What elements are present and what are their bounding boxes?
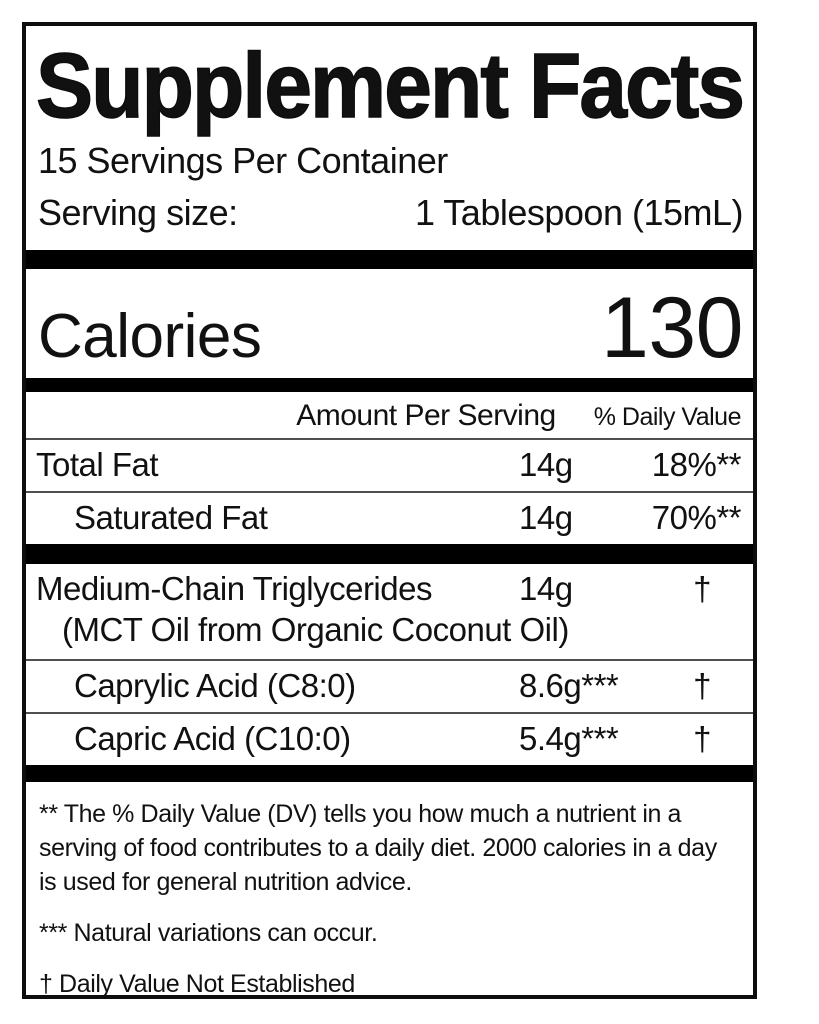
nutrient-amount: 14g: [519, 498, 573, 536]
nutrient-name: Capric Acid (C10:0): [74, 720, 351, 758]
serving-size-row: Serving size: 1 Tablespoon (15mL): [38, 191, 744, 234]
nutrient-row-mct-line1: Medium-Chain Triglycerides 14g †: [26, 569, 753, 609]
nutrient-row-saturated-fat: Saturated Fat 14g 70%**: [26, 493, 753, 544]
label-title: Supplement Facts: [35, 35, 745, 137]
nutrient-row-total-fat: Total Fat 14g 18%**: [26, 440, 753, 493]
divider-bar-thick: [26, 377, 753, 392]
nutrient-row-caprylic-acid: Caprylic Acid (C8:0) 8.6g*** †: [26, 661, 753, 715]
nutrient-amount: 14g: [519, 445, 573, 483]
nutrient-name: Caprylic Acid (C8:0): [74, 667, 356, 705]
supplement-facts-label: Supplement Facts 15 Servings Per Contain…: [22, 22, 757, 999]
footnote-natural-variations: *** Natural variations can occur.: [39, 919, 378, 948]
column-headers: Amount Per Serving % Daily Value: [26, 392, 753, 440]
divider-bar-thick: [26, 543, 753, 564]
nutrient-daily-value: 18%**: [651, 445, 742, 483]
footnote-daily-value: ** The % Daily Value (DV) tells you how …: [39, 800, 717, 897]
nutrient-daily-value: †: [693, 569, 711, 607]
serving-size-value: 1 Tablespoon (15mL): [414, 192, 744, 234]
divider-bar-thick: [26, 765, 753, 783]
amount-per-serving-header: Amount Per Serving: [296, 398, 556, 432]
divider-bar-thick: [26, 250, 753, 270]
calories-label: Calories: [38, 302, 262, 372]
footnotes: ** The % Daily Value (DV) tells you how …: [26, 782, 753, 999]
nutrient-amount: 14g: [519, 569, 573, 607]
nutrient-daily-value: †: [693, 667, 711, 705]
footnote-dv-not-established: † Daily Value Not Established: [39, 970, 355, 999]
nutrient-daily-value: 70%**: [651, 498, 742, 536]
nutrient-amount: 5.4g***: [519, 720, 619, 758]
servings-per-container: 15 Servings Per Container: [38, 139, 448, 181]
nutrient-name-line2: (MCT Oil from Organic Coconut Oil): [62, 610, 569, 648]
nutrient-row-capric-acid: Capric Acid (C10:0) 5.4g*** †: [26, 714, 753, 765]
nutrient-name: Saturated Fat: [74, 498, 268, 536]
calories-row: Calories 130: [26, 269, 753, 377]
nutrient-row-mct: Medium-Chain Triglycerides 14g † (MCT Oi…: [26, 564, 753, 662]
nutrient-daily-value: †: [693, 720, 711, 758]
nutrient-name: Total Fat: [36, 445, 159, 483]
daily-value-header: % Daily Value: [593, 402, 742, 431]
serving-size-label: Serving size:: [38, 192, 238, 234]
nutrient-name: Medium-Chain Triglycerides: [36, 569, 432, 607]
nutrient-amount: 8.6g***: [519, 667, 619, 705]
calories-value: 130: [601, 280, 744, 377]
